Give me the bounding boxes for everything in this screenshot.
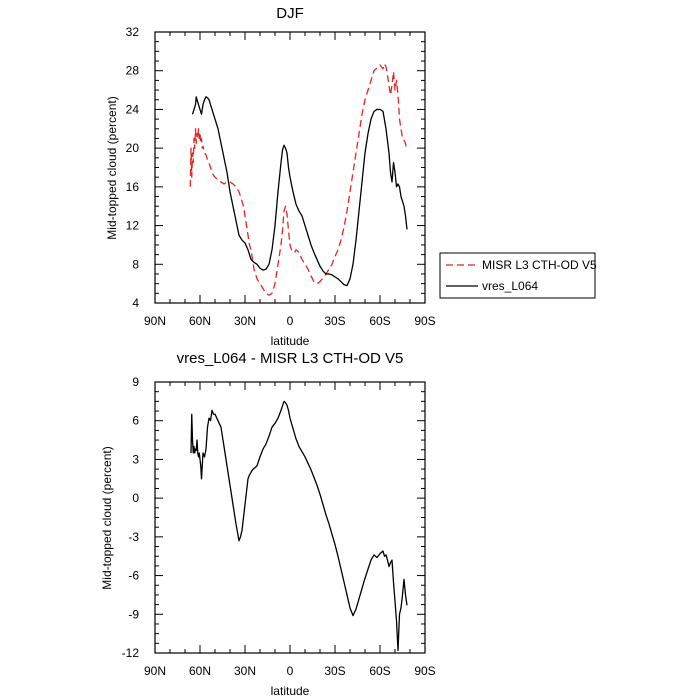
top-chart-title: DJF [276,5,304,22]
top-plot-frame [154,31,426,304]
bottom-y-tick-label: 9 [132,375,139,389]
bottom-x-tick-label: 30N [234,664,256,678]
bottom-x-tick-label: 0 [287,664,294,678]
legend-label-misr: MISR L3 CTH-OD V5 [482,258,597,272]
bottom-x-tick-label: 90N [144,664,166,678]
bottom-y-axis-label: Mid-topped cloud (percent) [100,446,114,589]
top-x-tick-label: 90N [144,314,166,328]
top-y-tick-label: 24 [126,102,140,116]
top-y-tick-label: 4 [132,296,139,310]
bottom-y-tick-label: -12 [122,646,140,660]
top-plot-ticks: 90N 60N 30N 0 30S 60S 90S 4 8 12 16 20 24 28 32 [126,25,436,328]
bottom-x-tick-label: 90S [414,664,435,678]
bottom-x-axis-label: latitude [271,684,310,698]
bottom-x-tick-label: 60N [189,664,211,678]
bottom-plot-ticks: 90N 60N 30N 0 30S 60S 90S -12 -9 -6 -3 0 3 6 9 [122,375,436,678]
top-series-line-0 [189,63,408,296]
top-series-line-1 [191,96,408,287]
top-y-tick-label: 32 [126,25,140,39]
top-y-tick-label: 12 [126,219,140,233]
legend-label-vres: vres_L064 [482,279,538,293]
bottom-y-tick-label: 6 [132,414,139,428]
top-x-tick-label: 30S [324,314,345,328]
top-x-tick-label: 60N [189,314,211,328]
top-y-tick-label: 28 [126,64,140,78]
panel-top: DJF 90N 60N 30N 0 30S 60S 90S 4 8 12 16 20 24 28 32 la… [105,5,597,348]
legend-box [439,252,596,299]
bottom-y-tick-label: -6 [128,569,139,583]
bottom-y-tick-label: -3 [128,530,139,544]
bottom-y-tick-label: 3 [132,452,139,466]
top-x-tick-label: 0 [287,314,294,328]
bottom-x-tick-label: 60S [369,664,390,678]
top-x-tick-label: 30N [234,314,256,328]
top-y-axis-label: Mid-topped cloud (percent) [105,96,119,239]
bottom-plot-frame [154,381,426,654]
bottom-series-line-0 [190,400,408,652]
top-x-tick-label: 60S [369,314,390,328]
top-x-axis-label: latitude [271,334,310,348]
bottom-plot-series [190,400,408,652]
bottom-chart-title: vres_L064 - MISR L3 CTH-OD V5 [177,350,404,367]
legend: MISR L3 CTH-OD V5 vres_L064 [439,252,597,299]
top-plot-series [189,63,408,296]
top-y-tick-label: 16 [126,180,140,194]
bottom-x-tick-label: 30S [324,664,345,678]
bottom-y-tick-label: -9 [128,607,139,621]
panel-bottom: vres_L064 - MISR L3 CTH-OD V5 90N 60N 30N 0… [100,350,436,698]
bottom-y-tick-label: 0 [132,491,139,505]
top-y-tick-label: 20 [126,141,140,155]
top-y-tick-label: 8 [132,257,139,271]
top-x-tick-label: 90S [414,314,435,328]
